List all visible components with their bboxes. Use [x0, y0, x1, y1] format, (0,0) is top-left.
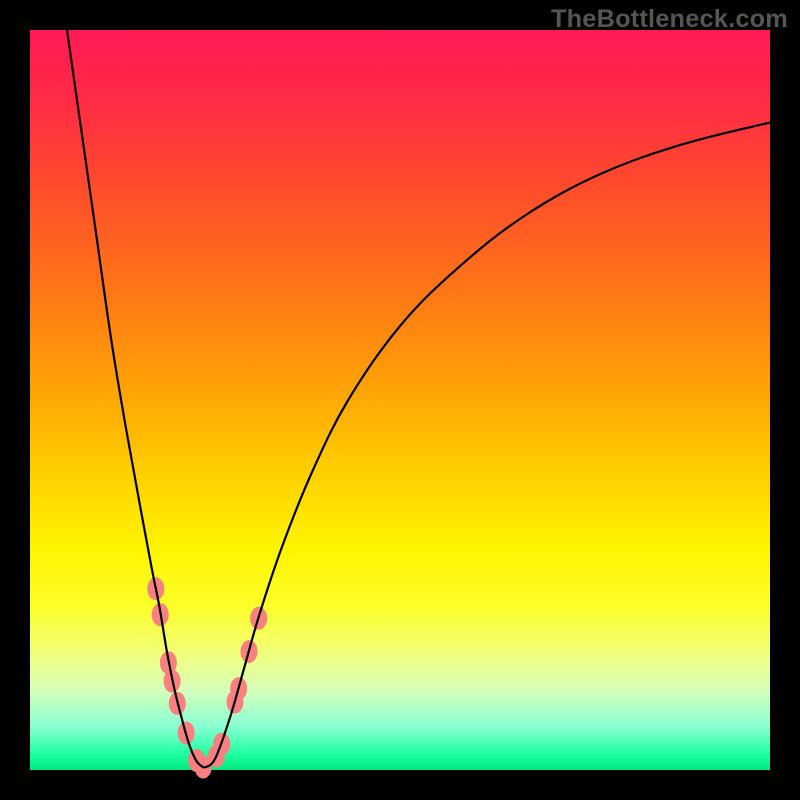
- bottleneck-chart: [0, 0, 800, 800]
- gradient-background: [30, 30, 770, 770]
- chart-container: TheBottleneck.com: [0, 0, 800, 800]
- watermark-text: TheBottleneck.com: [551, 5, 788, 34]
